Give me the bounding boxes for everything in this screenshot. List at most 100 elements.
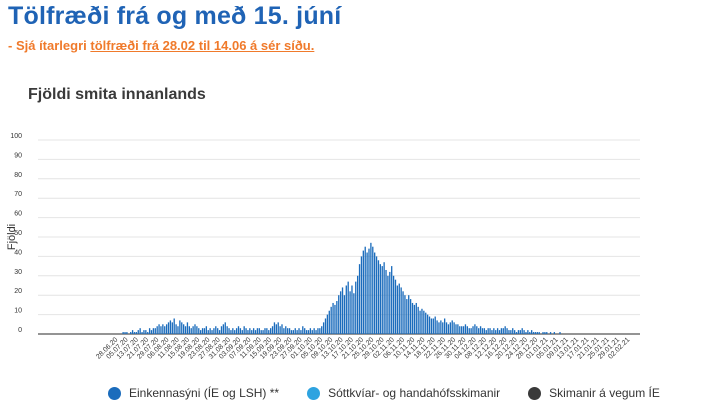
bar-series-1 (515, 332, 518, 334)
bar-series-1 (504, 326, 506, 334)
bar-series-1 (241, 330, 243, 334)
bar-series-1 (139, 328, 141, 334)
bar-series-1 (294, 328, 296, 334)
legend-item-series-1[interactable]: Einkennasýni (ÍE og LSH) ** (108, 386, 279, 400)
bar-series-1 (273, 322, 276, 334)
bar-series-1 (164, 326, 166, 334)
chart-legend: Einkennasýni (ÍE og LSH) ** Sóttkvíar- o… (108, 386, 660, 400)
bar-series-1 (154, 328, 156, 334)
y-tick-label: 40 (14, 249, 22, 256)
bar-series-1 (196, 326, 198, 334)
bar-series-1 (534, 332, 537, 334)
bar-series-1 (175, 324, 177, 334)
bar-series-1 (445, 322, 448, 334)
y-tick-label: 70 (14, 191, 22, 198)
bar-series-1 (285, 326, 287, 334)
bar-series-1 (442, 322, 444, 334)
bar-series-1 (165, 324, 168, 334)
bar-series-1 (383, 262, 385, 334)
bar-series-1 (559, 332, 561, 334)
bar-series-1 (317, 328, 319, 334)
bar-series-1 (353, 293, 355, 334)
bar-series-1 (536, 332, 538, 334)
bar-series-1 (362, 250, 364, 334)
legend-item-series-3[interactable]: Skimanir á vegum ÍE (528, 386, 660, 400)
bar-series-1 (508, 330, 510, 334)
bar-series-1 (413, 304, 416, 334)
bar-series-1 (438, 322, 440, 334)
legend-item-series-2[interactable]: Sóttkvíar- og handahófsskimanir (307, 386, 500, 400)
bar-series-1 (122, 332, 124, 334)
bar-series-1 (485, 330, 487, 334)
bar-series-1 (436, 320, 438, 334)
bar-series-1 (387, 275, 389, 334)
bar-series-1 (133, 332, 136, 334)
bar-series-1 (481, 328, 484, 334)
bar-series-1 (275, 324, 277, 334)
bar-series-1 (345, 285, 347, 334)
bar-series-1 (478, 328, 480, 334)
y-tick-label: 100 (10, 133, 22, 140)
bar-series-1 (162, 324, 164, 334)
bar-series-1 (173, 318, 175, 334)
bar-series-1 (137, 330, 139, 334)
bar-series-1 (224, 322, 226, 334)
detailed-stats-link[interactable]: tölfræði frá 28.02 til 14.06 á sér síðu. (90, 38, 315, 53)
y-tick-label: 20 (14, 288, 22, 295)
bar-series-1 (479, 326, 482, 334)
bar-series-1 (234, 330, 236, 334)
bar-series-1 (252, 328, 255, 334)
bar-series-1 (553, 332, 556, 334)
bar-series-1 (150, 330, 153, 334)
bar-series-1 (466, 326, 469, 334)
bar-series-1 (313, 328, 315, 334)
bar-series-1 (228, 328, 230, 334)
bar-series-1 (530, 330, 533, 334)
bar-series-1 (213, 328, 215, 334)
bar-series-1 (468, 328, 470, 334)
bar-series-1 (366, 252, 368, 334)
bar-series-1 (200, 330, 202, 334)
bar-series-1 (521, 328, 523, 334)
bar-series-1 (449, 322, 451, 334)
bar-series-1 (330, 306, 332, 334)
bar-series-1 (287, 328, 289, 334)
bar-series-1 (506, 328, 508, 334)
bar-series-1 (131, 330, 134, 334)
y-tick-label: 30 (14, 269, 22, 276)
bar-series-1 (461, 326, 463, 334)
bar-series-1 (491, 330, 493, 334)
bar-series-1 (513, 330, 516, 334)
bar-series-1 (358, 264, 361, 334)
bar-series-1 (527, 330, 529, 334)
bar-series-1 (483, 328, 486, 334)
bar-series-1 (500, 328, 503, 334)
bar-series-1 (269, 328, 272, 334)
bar-series-1 (188, 326, 190, 334)
bar-series-1 (307, 330, 310, 334)
bar-series-1 (385, 269, 387, 334)
bar-series-1 (141, 332, 143, 334)
legend-label-series-1: Einkennasýni (ÍE og LSH) ** (129, 386, 280, 400)
bar-series-1 (126, 332, 128, 334)
bar-series-1 (245, 328, 247, 334)
bar-series-1 (300, 330, 302, 334)
bar-series-1 (266, 328, 268, 334)
bar-series-1 (360, 256, 363, 334)
bar-series-1 (156, 326, 158, 334)
bar-series-1 (338, 295, 340, 334)
bar-series-1 (426, 314, 429, 334)
bar-series-1 (409, 299, 412, 334)
bar-series-1 (158, 324, 160, 334)
bar-series-1 (309, 328, 312, 334)
bar-series-1 (268, 330, 270, 334)
y-tick-label: 10 (14, 308, 22, 315)
bar-series-1 (171, 322, 173, 334)
bar-series-1 (322, 322, 325, 334)
bar-series-1 (519, 330, 521, 334)
bar-series-1 (341, 287, 344, 334)
bar-series-1 (160, 326, 162, 334)
bar-series-1 (417, 306, 419, 334)
bar-series-1 (375, 256, 378, 334)
bar-series-1 (423, 310, 425, 334)
